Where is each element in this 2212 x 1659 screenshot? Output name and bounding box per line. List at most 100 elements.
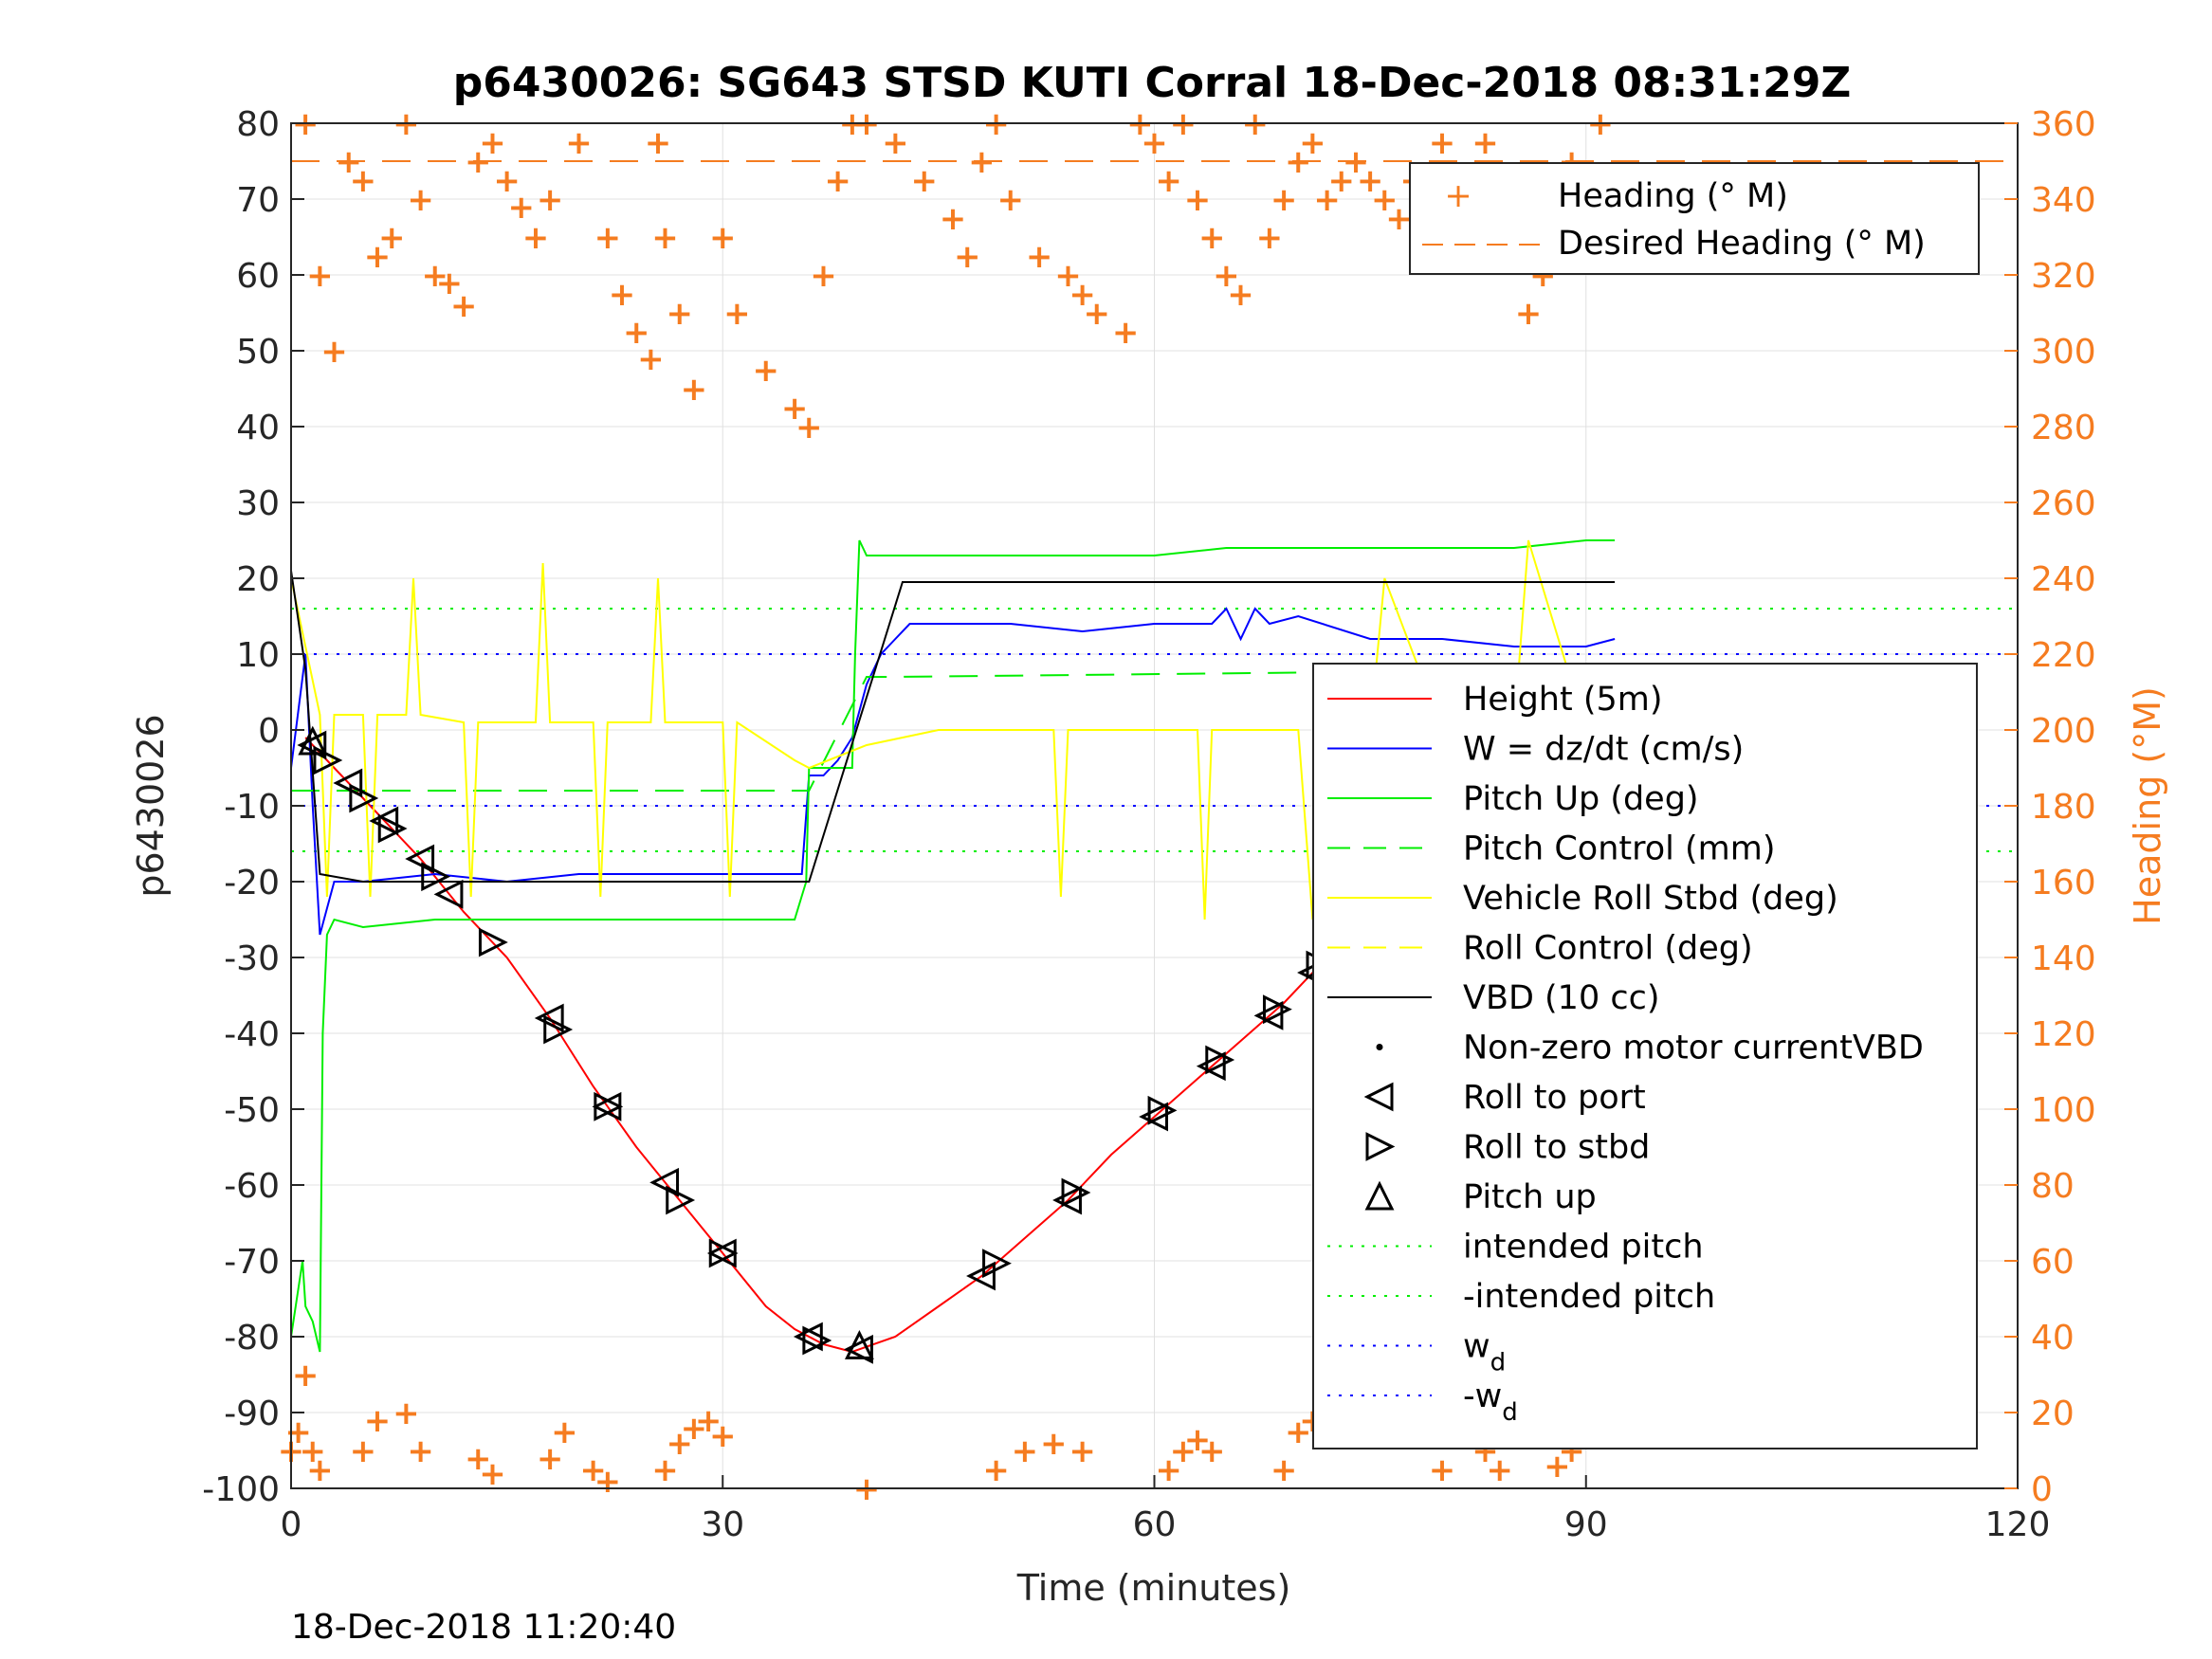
x-tick-label: 30 (701, 1505, 744, 1544)
heading-point: + (508, 189, 536, 227)
legend-entry-6-label: VBD (10 cc) (1463, 979, 1660, 1017)
y2-tick-label: 240 (2031, 560, 2096, 599)
heading-point: + (882, 124, 909, 162)
y-axis-left: 80 70 60 50 40 30 20 10 0 -10 -20 -30 -40 -50 -60 -70 -8… (202, 105, 304, 1509)
series-pitch-control-mm (291, 668, 1616, 792)
y-tick-label: 80 (236, 105, 280, 144)
legend-entry-11-label: intended pitch (1463, 1229, 1704, 1267)
heading-point: + (681, 371, 708, 409)
heading-point: + (422, 257, 449, 295)
heading-point: + (537, 1440, 564, 1478)
heading-point: + (637, 340, 665, 378)
heading-point: + (753, 352, 780, 390)
x-axis-label: Time (minutes) (1016, 1567, 1291, 1609)
y2-axis-label: Heading (°M) (2127, 686, 2168, 925)
heading-point: + (1198, 1432, 1226, 1470)
heading-point: + (436, 264, 464, 302)
y-tick-label: -100 (202, 1470, 280, 1509)
roll-to-stbd-marker (1262, 994, 1292, 1025)
heading-point: + (1285, 143, 1312, 181)
pitch-up-marker (844, 1329, 874, 1359)
heading-point: + (723, 295, 751, 333)
heading-point: + (393, 1395, 420, 1432)
legend-entry-13-subscript: d (1490, 1349, 1507, 1377)
legend-entry-8-swatch (1363, 1082, 1394, 1112)
y2-tick-label: 120 (2031, 1015, 2096, 1054)
heading-point: + (1084, 295, 1111, 333)
heading-point: + (795, 409, 823, 447)
roll-to-port-marker (297, 730, 327, 760)
y-tick-label: -80 (224, 1319, 280, 1358)
y2-tick-label: 40 (2031, 1319, 2075, 1358)
heading-point: + (1155, 1451, 1182, 1489)
heading-point: + (623, 314, 650, 352)
y2-tick-label: 100 (2031, 1091, 2096, 1130)
heading-point: + (579, 1451, 607, 1489)
heading-point: + (479, 1455, 506, 1493)
heading-point: + (1012, 1432, 1039, 1470)
y-tick-label: 50 (236, 333, 280, 372)
legend-heading-label: Heading (° M) (1558, 177, 1788, 215)
roll-to-port-marker (333, 768, 363, 798)
y2-tick-label: 20 (2031, 1395, 2075, 1433)
y-tick-label: 60 (236, 257, 280, 296)
heading-point: + (1271, 181, 1298, 219)
heading-point: + (551, 1413, 578, 1451)
y-tick-label: -10 (224, 788, 280, 827)
legend-heading: + Heading (° M) Desired Heading (° M) (1409, 162, 1980, 275)
heading-point: + (1155, 162, 1182, 200)
heading-point: + (666, 1425, 693, 1463)
heading-point: + (465, 143, 492, 181)
x-tick-label: 60 (1133, 1505, 1177, 1544)
heading-point: + (1271, 1451, 1298, 1489)
heading-point: + (1026, 238, 1053, 276)
heading-point: + (651, 1451, 679, 1489)
roll-to-port-marker (369, 806, 399, 836)
y-tick-label: 40 (236, 409, 280, 447)
heading-point: + (1198, 219, 1226, 257)
heading-point: + (450, 287, 478, 325)
heading-point: + (284, 1413, 312, 1451)
heading-point: + (681, 1410, 708, 1448)
y2-tick-label: 80 (2031, 1167, 2075, 1206)
heading-point: + (479, 124, 506, 162)
legend-entry-7-swatch (1376, 1044, 1383, 1050)
legend-entry-9-swatch (1365, 1132, 1396, 1161)
heading-point: + (645, 124, 672, 162)
roll-to-stbd-marker (708, 1238, 739, 1268)
y2-tick-label: 280 (2031, 409, 2096, 447)
roll-to-port-marker (1253, 1000, 1284, 1030)
heading-point: + (1544, 1448, 1571, 1486)
heading-point: + (709, 1417, 737, 1455)
roll-to-port-marker (649, 1167, 680, 1197)
heading-point: + (594, 219, 622, 257)
heading-point: + (1472, 124, 1499, 162)
roll-to-stbd-marker (478, 927, 508, 957)
heading-point: + (1069, 1432, 1096, 1470)
heading-point: + (1385, 200, 1413, 238)
roll-to-stbd-marker (1147, 1095, 1178, 1125)
y2-tick-label: 200 (2031, 712, 2096, 751)
heading-point: + (350, 1432, 377, 1470)
legend-entry-4-label: Vehicle Roll Stbd (deg) (1463, 880, 1838, 918)
heading-point: + (781, 390, 809, 428)
heading-point: + (1429, 1451, 1456, 1489)
heading-point: + (940, 200, 967, 238)
heading-point: + (1328, 162, 1356, 200)
legend-main: Height (5m) W = dz/dt (cm/s) Pitch Up (deg… (1312, 663, 1978, 1449)
heading-point: + (306, 1451, 334, 1489)
heading-point: + (306, 257, 334, 295)
heading-point: + (666, 295, 693, 333)
x-axis: 0 30 60 90 120 (281, 1475, 2050, 1544)
y2-tick-label: 60 (2031, 1243, 2075, 1282)
y-tick-label: -20 (224, 864, 280, 902)
heading-point: + (364, 1402, 392, 1440)
legend-entry-8-label: Roll to port (1463, 1079, 1646, 1117)
y-tick-label: -50 (224, 1091, 280, 1130)
y2-tick-label: 360 (2031, 105, 2096, 144)
heading-point: + (493, 162, 521, 200)
heading-point: + (594, 1463, 622, 1501)
y-tick-label: 30 (236, 484, 280, 523)
legend-entry-0-label: Height (5m) (1463, 681, 1663, 719)
roll-to-stbd-marker (1205, 1045, 1235, 1075)
